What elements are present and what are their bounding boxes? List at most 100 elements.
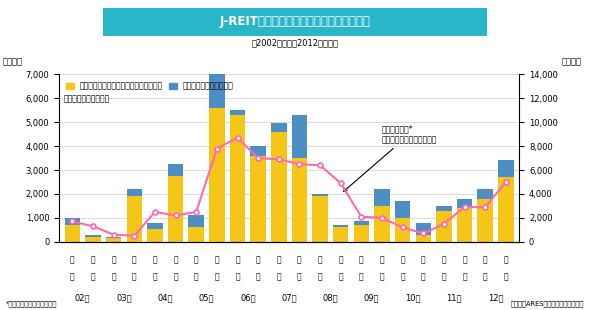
Text: 下: 下: [297, 255, 301, 264]
Bar: [230, 115, 245, 242]
Bar: [106, 238, 122, 242]
Text: （出所）ARES（不動産投資信協会）: （出所）ARES（不動産投資信協会）: [511, 300, 584, 307]
Text: 10年: 10年: [405, 294, 421, 303]
Bar: [374, 206, 390, 242]
Bar: [353, 221, 369, 225]
Bar: [148, 223, 163, 229]
Bar: [250, 146, 266, 156]
Bar: [477, 199, 493, 242]
Bar: [106, 237, 122, 238]
Text: 期: 期: [379, 272, 384, 281]
Text: J-REITの資金調達額と不動産取引額の推移: J-REITの資金調達額と不動産取引額の推移: [219, 15, 371, 28]
Text: 07年: 07年: [281, 294, 297, 303]
Text: 期: 期: [194, 272, 199, 281]
Text: 期: 期: [318, 272, 322, 281]
Text: 期: 期: [503, 272, 508, 281]
Text: 期: 期: [441, 272, 446, 281]
Text: 上: 上: [441, 255, 446, 264]
Bar: [65, 225, 80, 242]
Text: 下: 下: [91, 255, 96, 264]
Bar: [86, 235, 101, 237]
Bar: [498, 177, 513, 242]
Text: （億円）: （億円）: [3, 57, 23, 67]
Bar: [457, 208, 472, 242]
Text: 11年: 11年: [447, 294, 462, 303]
Text: 03年: 03年: [116, 294, 132, 303]
Bar: [271, 123, 287, 132]
Text: 上: 上: [153, 255, 158, 264]
Text: 下: 下: [421, 255, 425, 264]
Bar: [230, 110, 245, 115]
Text: 上: 上: [112, 255, 116, 264]
Text: 下: 下: [256, 255, 260, 264]
Text: 上: 上: [235, 255, 240, 264]
Text: 期: 期: [400, 272, 405, 281]
Bar: [209, 72, 225, 108]
Text: 04年: 04年: [158, 294, 173, 303]
Text: 期: 期: [153, 272, 158, 281]
Text: 期: 期: [297, 272, 301, 281]
Text: （2002年上期～2012年下期）: （2002年上期～2012年下期）: [251, 39, 339, 48]
Bar: [168, 164, 183, 176]
Text: 期: 期: [70, 272, 75, 281]
Text: 上: 上: [400, 255, 405, 264]
Text: 上: 上: [483, 255, 487, 264]
Bar: [353, 225, 369, 242]
Text: 下: 下: [173, 255, 178, 264]
Text: 09年: 09年: [364, 294, 379, 303]
Text: 上: 上: [70, 255, 75, 264]
Text: 下: 下: [462, 255, 467, 264]
Bar: [395, 201, 410, 218]
Legend: エクイティ（新規公開、公募増資など）, デット（社債発行など）: エクイティ（新規公開、公募増資など）, デット（社債発行など）: [63, 78, 237, 93]
Text: 08年: 08年: [323, 294, 338, 303]
Bar: [291, 115, 307, 158]
Text: （億円）: （億円）: [561, 57, 581, 67]
Text: 期: 期: [277, 272, 281, 281]
Text: 期: 期: [91, 272, 96, 281]
Bar: [312, 194, 328, 196]
Text: 期: 期: [256, 272, 260, 281]
Text: 下: 下: [215, 255, 219, 264]
Bar: [271, 132, 287, 242]
Bar: [477, 189, 493, 199]
Bar: [86, 237, 101, 242]
Bar: [127, 189, 142, 196]
Bar: [333, 225, 349, 228]
Bar: [127, 196, 142, 242]
Text: 05年: 05年: [199, 294, 214, 303]
Bar: [415, 235, 431, 242]
Text: 期: 期: [421, 272, 425, 281]
Text: 期: 期: [215, 272, 219, 281]
Text: （資金調達額、左軸）: （資金調達額、左軸）: [64, 95, 110, 104]
Bar: [395, 218, 410, 242]
Text: 上: 上: [359, 255, 363, 264]
Text: 上: 上: [277, 255, 281, 264]
Text: 12年: 12年: [488, 294, 503, 303]
Bar: [291, 158, 307, 242]
Bar: [333, 228, 349, 242]
Text: 02年: 02年: [75, 294, 90, 303]
Bar: [65, 218, 80, 225]
Bar: [250, 156, 266, 242]
Bar: [436, 206, 451, 211]
Bar: [312, 196, 328, 242]
Bar: [498, 161, 513, 177]
Bar: [188, 228, 204, 242]
Text: *不動産取引額は公表ベース: *不動産取引額は公表ベース: [6, 300, 57, 307]
Text: 期: 期: [173, 272, 178, 281]
Text: 期: 期: [132, 272, 137, 281]
Bar: [457, 199, 472, 208]
Text: 期: 期: [359, 272, 363, 281]
Bar: [168, 176, 183, 242]
Text: 下: 下: [379, 255, 384, 264]
Text: 06年: 06年: [240, 294, 255, 303]
Text: 期: 期: [483, 272, 487, 281]
Bar: [374, 189, 390, 206]
Bar: [148, 229, 163, 242]
Text: 期: 期: [339, 272, 343, 281]
Bar: [415, 223, 431, 235]
Text: 期: 期: [462, 272, 467, 281]
Bar: [188, 215, 204, 228]
Text: 期: 期: [112, 272, 116, 281]
Text: 下: 下: [339, 255, 343, 264]
